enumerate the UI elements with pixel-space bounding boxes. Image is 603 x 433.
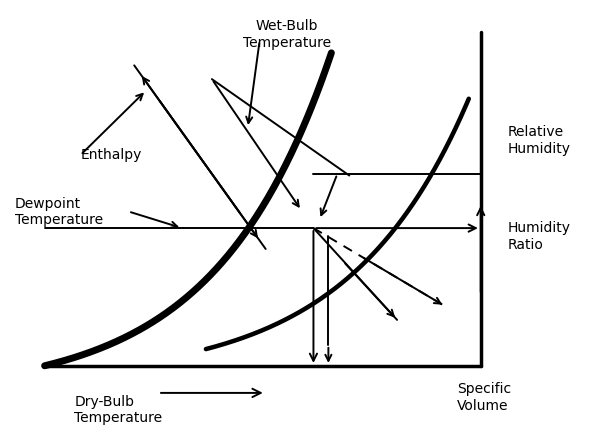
Text: Dewpoint
Temperature: Dewpoint Temperature bbox=[14, 197, 103, 227]
Text: Relative
Humidity: Relative Humidity bbox=[508, 126, 570, 155]
Text: Enthalpy: Enthalpy bbox=[80, 148, 142, 162]
Text: Wet-Bulb
Temperature: Wet-Bulb Temperature bbox=[242, 19, 330, 50]
Text: Dry-Bulb
Temperature: Dry-Bulb Temperature bbox=[75, 395, 163, 425]
Text: Humidity
Ratio: Humidity Ratio bbox=[508, 221, 570, 252]
Text: Specific
Volume: Specific Volume bbox=[457, 382, 511, 413]
